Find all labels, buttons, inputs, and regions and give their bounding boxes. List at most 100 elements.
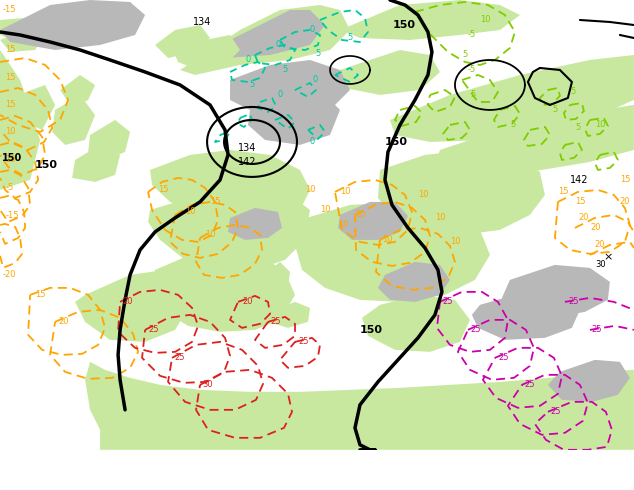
Text: 5: 5 (249, 80, 255, 90)
Text: -5: -5 (468, 66, 476, 74)
Text: 0: 0 (245, 55, 250, 65)
Polygon shape (472, 292, 580, 340)
Text: 20: 20 (58, 318, 68, 326)
Text: -5: -5 (5, 183, 13, 193)
Text: 10: 10 (355, 210, 365, 220)
Text: 10: 10 (480, 16, 491, 24)
Text: 20: 20 (242, 297, 252, 306)
Text: 15: 15 (5, 46, 16, 54)
Polygon shape (378, 150, 545, 235)
Text: 10: 10 (435, 214, 446, 222)
Text: 10: 10 (205, 230, 216, 240)
Text: 25: 25 (592, 325, 602, 334)
Text: 15: 15 (210, 197, 221, 206)
Polygon shape (150, 150, 310, 222)
Polygon shape (0, 0, 145, 50)
Polygon shape (150, 250, 295, 332)
Text: 10: 10 (595, 121, 605, 129)
Polygon shape (52, 95, 95, 145)
Text: 150: 150 (2, 153, 22, 163)
Polygon shape (340, 50, 440, 95)
Polygon shape (88, 120, 130, 160)
Text: 0: 0 (313, 75, 318, 84)
Text: -20: -20 (2, 270, 16, 279)
Text: 0: 0 (309, 25, 314, 34)
Polygon shape (0, 30, 45, 52)
Text: ©weatheronline.co.uk: ©weatheronline.co.uk (509, 480, 626, 490)
Polygon shape (60, 75, 95, 108)
Polygon shape (155, 25, 210, 58)
Text: 15: 15 (35, 291, 46, 299)
Text: 5: 5 (510, 121, 515, 129)
Polygon shape (85, 362, 634, 450)
Text: 10: 10 (185, 207, 195, 217)
Text: 0: 0 (309, 137, 314, 147)
Polygon shape (268, 302, 310, 328)
Text: 20: 20 (620, 197, 630, 206)
Text: 20: 20 (590, 223, 600, 232)
Text: -5: -5 (468, 30, 476, 40)
Polygon shape (18, 85, 55, 130)
Polygon shape (378, 262, 450, 302)
Text: 150: 150 (35, 160, 58, 170)
Polygon shape (340, 0, 520, 40)
Polygon shape (210, 10, 325, 58)
Text: 134: 134 (238, 143, 256, 153)
Text: 10: 10 (418, 191, 429, 199)
Text: 25: 25 (270, 318, 280, 326)
Text: 150: 150 (360, 325, 383, 335)
Text: 142: 142 (570, 175, 588, 185)
Polygon shape (0, 50, 40, 190)
Text: 25: 25 (550, 407, 560, 416)
Text: 25: 25 (148, 325, 158, 334)
Text: 5: 5 (282, 66, 288, 74)
Text: 30: 30 (595, 260, 605, 270)
Text: Height/Temp. 850 hPa [gdmp][°C] ECMWF: Height/Temp. 850 hPa [gdmp][°C] ECMWF (8, 461, 257, 471)
Polygon shape (72, 145, 120, 182)
Polygon shape (262, 262, 290, 295)
Text: 25: 25 (174, 353, 184, 363)
Text: 15: 15 (558, 187, 569, 196)
Polygon shape (180, 5, 350, 75)
Text: 5: 5 (347, 33, 353, 43)
Text: 5: 5 (315, 49, 321, 58)
Text: -15: -15 (5, 211, 18, 220)
Text: 30: 30 (202, 380, 212, 390)
Text: 15: 15 (5, 74, 16, 82)
Text: 10: 10 (340, 187, 351, 196)
Text: 150: 150 (385, 137, 408, 147)
Text: -15: -15 (2, 5, 16, 15)
Polygon shape (502, 265, 610, 318)
Polygon shape (390, 55, 634, 142)
Text: 10: 10 (338, 220, 349, 229)
Polygon shape (175, 35, 240, 70)
Text: 0: 0 (275, 41, 281, 49)
Text: 25: 25 (442, 297, 453, 306)
Text: 10: 10 (5, 155, 16, 165)
Text: 5: 5 (570, 87, 575, 97)
Polygon shape (0, 60, 25, 160)
Polygon shape (248, 95, 340, 145)
Polygon shape (232, 210, 278, 270)
Polygon shape (228, 208, 282, 240)
Text: 20: 20 (595, 241, 605, 249)
Text: 5: 5 (470, 91, 476, 99)
Text: 0: 0 (278, 91, 283, 99)
Polygon shape (338, 202, 408, 240)
Text: 142: 142 (238, 157, 257, 167)
Text: 10: 10 (382, 235, 392, 245)
Text: 5: 5 (462, 50, 467, 59)
Text: 5: 5 (575, 123, 580, 132)
Text: 25: 25 (498, 353, 508, 363)
Polygon shape (148, 190, 310, 270)
Text: 15: 15 (5, 100, 16, 109)
Text: 10: 10 (450, 237, 460, 246)
Text: 25: 25 (568, 297, 578, 306)
Polygon shape (435, 105, 634, 172)
Text: 10: 10 (5, 127, 16, 136)
Polygon shape (75, 270, 190, 342)
Polygon shape (218, 292, 255, 318)
Polygon shape (230, 60, 350, 120)
Text: 10: 10 (320, 205, 330, 215)
Text: 25: 25 (298, 337, 309, 346)
